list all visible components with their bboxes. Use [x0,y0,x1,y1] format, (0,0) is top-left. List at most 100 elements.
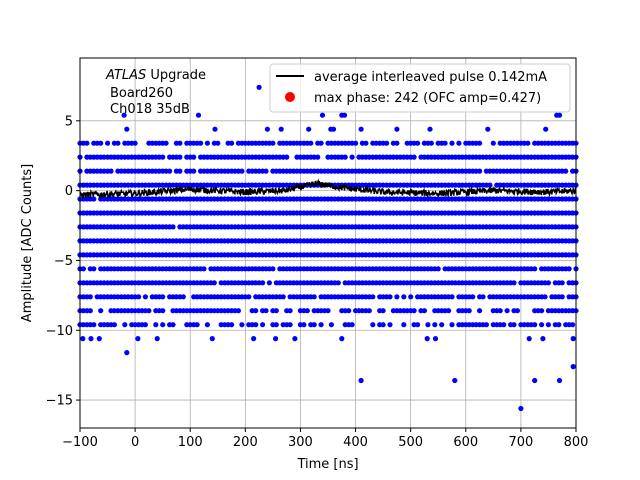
sample-point [456,140,462,146]
sample-point [98,308,104,314]
sample-point [545,280,552,286]
sample-point [91,322,97,328]
sample-point [346,308,352,314]
sample-point [80,266,86,272]
sample-point [260,280,266,286]
sample-point [146,308,152,314]
outlier-point [135,336,141,342]
sample-point [198,140,204,146]
sample-point [542,294,548,300]
sample-point [380,308,386,314]
sample-point [487,182,493,188]
sample-point [177,168,183,174]
sample-point [525,140,531,146]
sample-point [194,322,200,328]
sample-point [273,322,279,328]
outlier-point [570,336,576,342]
sample-point [470,294,476,300]
sample-point [384,140,390,146]
sample-point [504,308,510,314]
outlier-point [556,377,563,384]
sample-point [235,308,241,314]
sample-point [204,322,210,328]
sample-point [263,168,269,174]
sample-point [105,140,111,146]
sample-point [449,294,455,300]
outlier-point [532,377,538,384]
sample-point [311,294,317,300]
sample-point [136,294,142,300]
sample-point [349,154,355,160]
sample-point [449,140,455,146]
sample-point [370,294,376,300]
outlier-point [264,126,270,132]
sample-point [539,322,545,328]
sample-point [511,280,517,286]
outlier-point [452,377,458,384]
outlier-point [121,112,127,118]
sample-point [514,308,521,314]
sample-point [349,322,355,328]
sample-point [477,140,483,146]
outlier-point [526,336,532,342]
sample-point [335,280,341,286]
outlier-point [556,112,563,118]
sample-point [204,140,210,146]
sample-point [301,322,307,328]
sample-point [263,308,269,314]
outlier-point [358,126,364,132]
sample-point [287,308,293,314]
x-tick-label: 700 [508,435,533,450]
sample-point [318,322,324,328]
sample-point [201,266,207,272]
x-tick-label: 800 [564,435,589,450]
outlier-point [209,336,215,342]
sample-point [308,140,314,146]
sample-point [532,266,538,272]
sample-point [477,308,483,314]
sample-point [132,140,138,146]
outlier-point [570,364,576,370]
sample-point [142,294,148,300]
outlier-point [212,126,218,132]
sample-point [477,168,483,174]
y-axis-label: Amplitude [ADC Counts] [20,164,35,322]
x-axis-label: Time [ns] [296,457,358,472]
sample-point [570,322,576,328]
sample-point [318,140,324,146]
sample-point [446,308,452,314]
sample-point [91,196,97,202]
outlier-point [124,350,130,356]
sample-point [163,140,169,146]
sample-point [401,322,407,328]
sample-point [532,322,538,328]
x-tick-label: 300 [288,435,313,450]
sample-point [170,322,176,328]
sample-point [84,140,90,146]
sample-point [387,294,393,300]
outlier-point [518,405,524,412]
sample-point [153,322,159,328]
sample-point [353,140,359,146]
outlier-point [306,126,312,132]
sample-point [563,168,569,174]
sample-point [87,294,93,300]
x-axis: −100 0 100 200 300 400 500 600 700 800 [62,428,588,450]
outlier-point [256,84,262,90]
sample-point [394,294,400,300]
sample-point [191,154,197,160]
sample-point [380,322,386,328]
y-axis: −15 −10 −5 0 5 [46,114,80,409]
outlier-point [278,126,284,132]
outlier-point [424,336,430,342]
annotation-rest: Upgrade [146,68,206,83]
legend: average interleaved pulse 0.142mA max ph… [269,63,571,113]
sample-point [435,266,441,272]
sample-point [539,308,545,314]
annotation-line-2: Board260 [110,86,173,101]
sample-point [315,154,321,160]
sample-point [177,140,183,146]
sample-point [191,168,197,174]
outlier-point [339,336,345,342]
